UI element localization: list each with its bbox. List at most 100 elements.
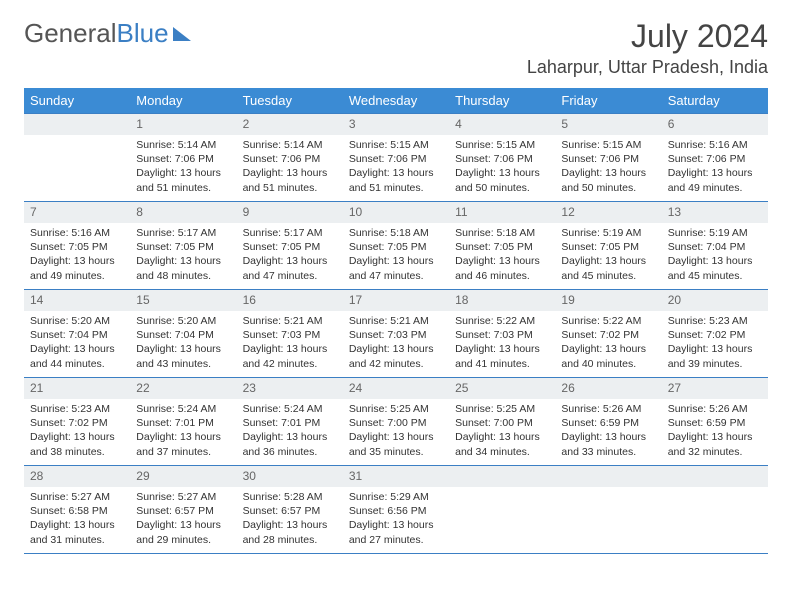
day-data: Sunrise: 5:15 AMSunset: 7:06 PMDaylight:… [343, 135, 449, 199]
day-number: 19 [555, 290, 661, 311]
day-number: 11 [449, 202, 555, 223]
calendar-day-cell: 29Sunrise: 5:27 AMSunset: 6:57 PMDayligh… [130, 466, 236, 554]
calendar-day-cell: 3Sunrise: 5:15 AMSunset: 7:06 PMDaylight… [343, 114, 449, 202]
calendar-week-row: 21Sunrise: 5:23 AMSunset: 7:02 PMDayligh… [24, 378, 768, 466]
calendar-day-cell: 2Sunrise: 5:14 AMSunset: 7:06 PMDaylight… [237, 114, 343, 202]
month-title: July 2024 [527, 18, 768, 55]
calendar-day-cell: 27Sunrise: 5:26 AMSunset: 6:59 PMDayligh… [662, 378, 768, 466]
day-data: Sunrise: 5:23 AMSunset: 7:02 PMDaylight:… [662, 311, 768, 375]
calendar-day-cell: 30Sunrise: 5:28 AMSunset: 6:57 PMDayligh… [237, 466, 343, 554]
day-data: Sunrise: 5:27 AMSunset: 6:58 PMDaylight:… [24, 487, 130, 551]
brand-logo: GeneralBlue [24, 18, 191, 49]
day-data: Sunrise: 5:15 AMSunset: 7:06 PMDaylight:… [449, 135, 555, 199]
calendar-day-cell [24, 114, 130, 202]
calendar-day-cell: 6Sunrise: 5:16 AMSunset: 7:06 PMDaylight… [662, 114, 768, 202]
page-header: GeneralBlue July 2024 Laharpur, Uttar Pr… [24, 18, 768, 78]
day-data: Sunrise: 5:24 AMSunset: 7:01 PMDaylight:… [237, 399, 343, 463]
calendar-day-cell: 8Sunrise: 5:17 AMSunset: 7:05 PMDaylight… [130, 202, 236, 290]
calendar-day-cell: 19Sunrise: 5:22 AMSunset: 7:02 PMDayligh… [555, 290, 661, 378]
calendar-table: SundayMondayTuesdayWednesdayThursdayFrid… [24, 88, 768, 554]
day-data: Sunrise: 5:22 AMSunset: 7:02 PMDaylight:… [555, 311, 661, 375]
day-number: 8 [130, 202, 236, 223]
day-data: Sunrise: 5:27 AMSunset: 6:57 PMDaylight:… [130, 487, 236, 551]
day-data: Sunrise: 5:18 AMSunset: 7:05 PMDaylight:… [343, 223, 449, 287]
day-number: 23 [237, 378, 343, 399]
day-data: Sunrise: 5:16 AMSunset: 7:06 PMDaylight:… [662, 135, 768, 199]
day-number: 22 [130, 378, 236, 399]
day-data: Sunrise: 5:24 AMSunset: 7:01 PMDaylight:… [130, 399, 236, 463]
calendar-header-row: SundayMondayTuesdayWednesdayThursdayFrid… [24, 88, 768, 114]
location-subtitle: Laharpur, Uttar Pradesh, India [527, 57, 768, 78]
day-number: 28 [24, 466, 130, 487]
calendar-week-row: 28Sunrise: 5:27 AMSunset: 6:58 PMDayligh… [24, 466, 768, 554]
calendar-week-row: 7Sunrise: 5:16 AMSunset: 7:05 PMDaylight… [24, 202, 768, 290]
brand-part2: Blue [117, 18, 169, 49]
calendar-day-cell [449, 466, 555, 554]
day-number: 6 [662, 114, 768, 135]
calendar-day-cell: 20Sunrise: 5:23 AMSunset: 7:02 PMDayligh… [662, 290, 768, 378]
day-data: Sunrise: 5:29 AMSunset: 6:56 PMDaylight:… [343, 487, 449, 551]
day-data [555, 487, 661, 494]
day-number: 21 [24, 378, 130, 399]
day-data [662, 487, 768, 494]
calendar-day-cell: 4Sunrise: 5:15 AMSunset: 7:06 PMDaylight… [449, 114, 555, 202]
day-number: 29 [130, 466, 236, 487]
title-block: July 2024 Laharpur, Uttar Pradesh, India [527, 18, 768, 78]
calendar-day-cell: 17Sunrise: 5:21 AMSunset: 7:03 PMDayligh… [343, 290, 449, 378]
weekday-header: Monday [130, 88, 236, 114]
calendar-day-cell: 21Sunrise: 5:23 AMSunset: 7:02 PMDayligh… [24, 378, 130, 466]
calendar-day-cell: 26Sunrise: 5:26 AMSunset: 6:59 PMDayligh… [555, 378, 661, 466]
calendar-day-cell: 22Sunrise: 5:24 AMSunset: 7:01 PMDayligh… [130, 378, 236, 466]
day-data: Sunrise: 5:25 AMSunset: 7:00 PMDaylight:… [449, 399, 555, 463]
day-data: Sunrise: 5:14 AMSunset: 7:06 PMDaylight:… [237, 135, 343, 199]
day-data: Sunrise: 5:19 AMSunset: 7:04 PMDaylight:… [662, 223, 768, 287]
day-data: Sunrise: 5:17 AMSunset: 7:05 PMDaylight:… [130, 223, 236, 287]
day-number: 12 [555, 202, 661, 223]
day-data: Sunrise: 5:20 AMSunset: 7:04 PMDaylight:… [130, 311, 236, 375]
calendar-day-cell: 25Sunrise: 5:25 AMSunset: 7:00 PMDayligh… [449, 378, 555, 466]
day-number: 20 [662, 290, 768, 311]
day-data: Sunrise: 5:26 AMSunset: 6:59 PMDaylight:… [555, 399, 661, 463]
calendar-day-cell: 9Sunrise: 5:17 AMSunset: 7:05 PMDaylight… [237, 202, 343, 290]
day-number: 7 [24, 202, 130, 223]
day-data: Sunrise: 5:16 AMSunset: 7:05 PMDaylight:… [24, 223, 130, 287]
day-data: Sunrise: 5:14 AMSunset: 7:06 PMDaylight:… [130, 135, 236, 199]
calendar-day-cell: 28Sunrise: 5:27 AMSunset: 6:58 PMDayligh… [24, 466, 130, 554]
calendar-day-cell: 14Sunrise: 5:20 AMSunset: 7:04 PMDayligh… [24, 290, 130, 378]
weekday-header: Friday [555, 88, 661, 114]
day-data: Sunrise: 5:26 AMSunset: 6:59 PMDaylight:… [662, 399, 768, 463]
day-number: 27 [662, 378, 768, 399]
day-data: Sunrise: 5:21 AMSunset: 7:03 PMDaylight:… [343, 311, 449, 375]
brand-part1: General [24, 18, 117, 49]
calendar-body: 1Sunrise: 5:14 AMSunset: 7:06 PMDaylight… [24, 114, 768, 554]
day-number [555, 466, 661, 487]
calendar-week-row: 14Sunrise: 5:20 AMSunset: 7:04 PMDayligh… [24, 290, 768, 378]
day-data: Sunrise: 5:21 AMSunset: 7:03 PMDaylight:… [237, 311, 343, 375]
calendar-day-cell: 13Sunrise: 5:19 AMSunset: 7:04 PMDayligh… [662, 202, 768, 290]
day-number: 17 [343, 290, 449, 311]
calendar-day-cell: 10Sunrise: 5:18 AMSunset: 7:05 PMDayligh… [343, 202, 449, 290]
day-number: 13 [662, 202, 768, 223]
day-number: 9 [237, 202, 343, 223]
calendar-day-cell: 11Sunrise: 5:18 AMSunset: 7:05 PMDayligh… [449, 202, 555, 290]
weekday-header: Sunday [24, 88, 130, 114]
weekday-header: Saturday [662, 88, 768, 114]
day-data: Sunrise: 5:28 AMSunset: 6:57 PMDaylight:… [237, 487, 343, 551]
day-data: Sunrise: 5:18 AMSunset: 7:05 PMDaylight:… [449, 223, 555, 287]
day-number [662, 466, 768, 487]
calendar-week-row: 1Sunrise: 5:14 AMSunset: 7:06 PMDaylight… [24, 114, 768, 202]
day-data [449, 487, 555, 494]
day-number [449, 466, 555, 487]
calendar-day-cell: 12Sunrise: 5:19 AMSunset: 7:05 PMDayligh… [555, 202, 661, 290]
day-number: 5 [555, 114, 661, 135]
day-data: Sunrise: 5:15 AMSunset: 7:06 PMDaylight:… [555, 135, 661, 199]
day-number: 1 [130, 114, 236, 135]
day-data: Sunrise: 5:22 AMSunset: 7:03 PMDaylight:… [449, 311, 555, 375]
day-number: 2 [237, 114, 343, 135]
brand-triangle-icon [173, 27, 191, 41]
weekday-header: Thursday [449, 88, 555, 114]
day-data: Sunrise: 5:17 AMSunset: 7:05 PMDaylight:… [237, 223, 343, 287]
day-number: 15 [130, 290, 236, 311]
calendar-day-cell [662, 466, 768, 554]
day-number: 10 [343, 202, 449, 223]
